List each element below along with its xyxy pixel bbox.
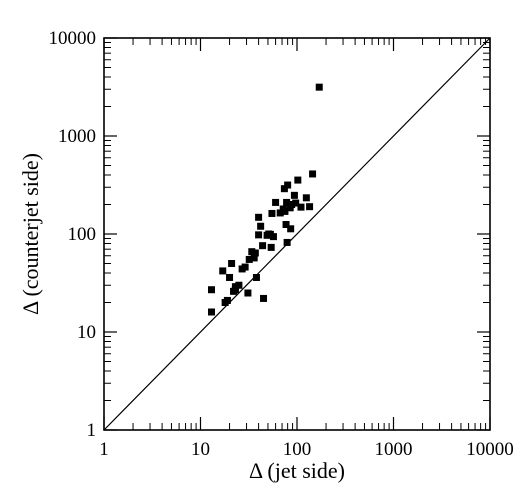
data-point xyxy=(207,308,215,316)
data-point xyxy=(288,200,296,208)
x-tick-label: 100 xyxy=(283,439,312,460)
data-point xyxy=(241,263,249,271)
x-tick-label: 10 xyxy=(191,439,210,460)
data-point xyxy=(248,248,256,256)
data-point xyxy=(309,170,317,178)
data-point xyxy=(259,242,267,250)
x-tick-label: 1000 xyxy=(375,439,413,460)
x-axis-title: Δ (jet side) xyxy=(249,458,345,483)
data-point xyxy=(302,194,310,202)
data-point xyxy=(235,281,243,289)
data-point xyxy=(290,191,298,199)
y-tick-label: 1000 xyxy=(58,126,96,147)
data-point xyxy=(315,83,323,91)
minor-ticks xyxy=(104,38,490,430)
data-point xyxy=(255,213,263,221)
data-point xyxy=(223,296,231,304)
data-point xyxy=(250,254,258,262)
data-point xyxy=(219,267,227,275)
major-ticks xyxy=(103,37,491,431)
y-tick-label: 10 xyxy=(77,322,96,343)
data-point xyxy=(260,294,268,302)
data-point xyxy=(287,225,295,233)
x-tick-label: 10000 xyxy=(466,439,514,460)
data-point xyxy=(294,176,302,184)
data-point xyxy=(306,203,314,211)
data-point xyxy=(297,203,305,211)
y-tick-label: 10000 xyxy=(49,28,97,49)
data-point xyxy=(269,233,277,241)
data-point xyxy=(272,198,280,206)
data-point xyxy=(292,199,300,207)
data-point xyxy=(267,243,275,251)
data-points xyxy=(207,83,323,316)
y-tick-label: 1 xyxy=(87,420,97,441)
data-point xyxy=(276,209,284,217)
data-point xyxy=(283,198,291,206)
data-point xyxy=(245,255,253,263)
data-point xyxy=(244,289,252,297)
data-point xyxy=(251,249,259,257)
data-point xyxy=(257,222,265,230)
data-point xyxy=(280,185,288,193)
data-point xyxy=(282,221,290,229)
data-point xyxy=(281,207,289,215)
data-point xyxy=(252,273,260,281)
y-tick-labels: 1 10 100 1000 10000 xyxy=(49,28,97,441)
data-point xyxy=(284,181,292,189)
data-point xyxy=(255,231,263,239)
x-tick-label: 1 xyxy=(99,439,109,460)
y-axis-title: Δ (counterjet side) xyxy=(18,153,43,315)
data-point xyxy=(283,238,291,246)
data-point xyxy=(226,273,234,281)
data-point xyxy=(268,209,276,217)
data-point xyxy=(228,260,236,268)
y-tick-label: 100 xyxy=(68,224,97,245)
reference-line-y-equals-x xyxy=(103,37,491,431)
data-point xyxy=(207,286,215,294)
x-tick-labels: 1 10 100 1000 10000 xyxy=(99,439,514,460)
